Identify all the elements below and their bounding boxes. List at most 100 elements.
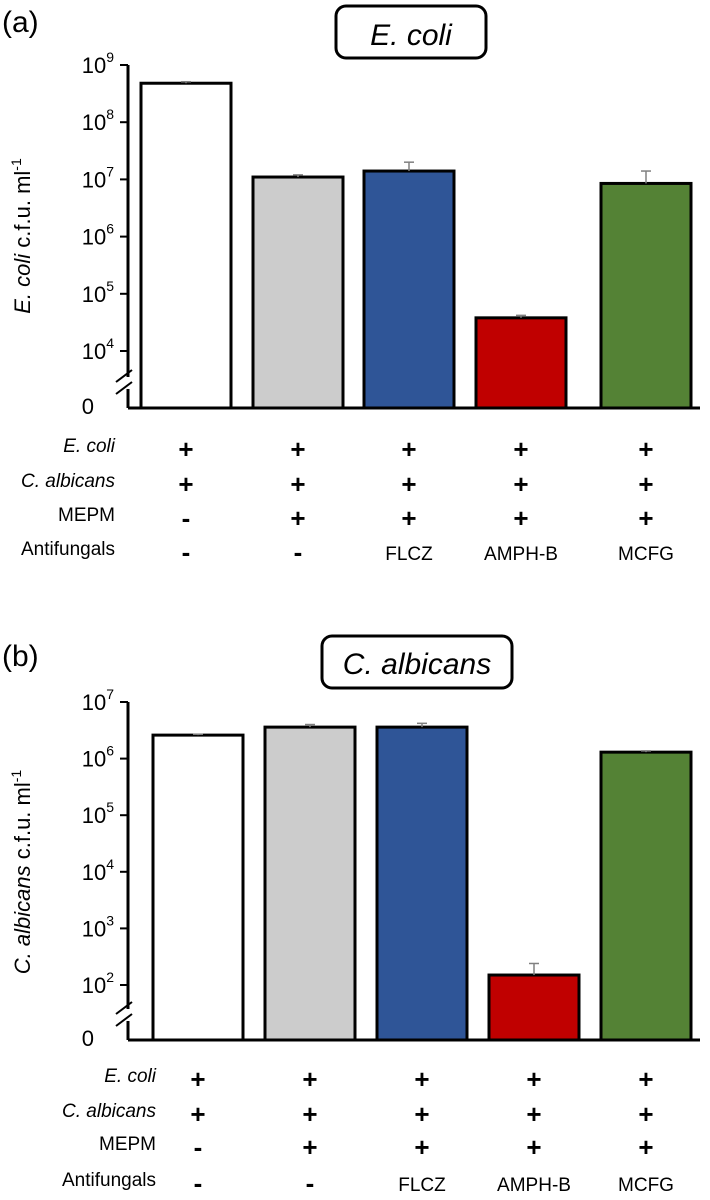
y-tick-label: 108	[82, 106, 114, 135]
bar-2	[251, 175, 345, 410]
bar-4	[487, 973, 581, 1042]
y-tick-zero: 0	[82, 1026, 94, 1051]
minus-sign: -	[294, 537, 303, 567]
plus-sign: +	[302, 1132, 317, 1162]
title-box	[334, 4, 488, 60]
y-axis-label-superscript: -1	[8, 770, 24, 783]
plus-sign: +	[290, 503, 305, 533]
minus-sign: -	[194, 1168, 203, 1198]
bar-3	[362, 169, 456, 410]
y-tick-base: 10	[82, 339, 106, 364]
plus-sign: +	[513, 434, 528, 464]
y-tick-zero: 0	[82, 394, 94, 419]
y-axis-label-unit: c.f.u. ml	[10, 782, 35, 865]
bar-5	[599, 181, 693, 410]
bar-1	[139, 81, 233, 410]
y-tick-base: 10	[82, 747, 106, 772]
y-tick-exponent: 7	[106, 686, 114, 702]
plus-sign: +	[638, 469, 653, 499]
y-tick-base: 10	[82, 53, 106, 78]
antifungal-label: MCFG	[618, 1175, 674, 1196]
condition-label: MEPM	[58, 505, 115, 526]
axis-break-mark	[115, 1013, 133, 1027]
y-axis-label-unit: c.f.u. ml	[10, 171, 35, 254]
condition-label: E. coli	[104, 1066, 157, 1087]
plus-sign: +	[526, 1064, 541, 1094]
antifungal-label: AMPH-B	[497, 1175, 571, 1196]
plus-sign: +	[302, 1099, 317, 1129]
plus-sign: +	[414, 1099, 429, 1129]
panel-label: (b)	[2, 640, 39, 673]
minus-sign: -	[194, 1132, 203, 1162]
y-tick-base: 10	[82, 973, 106, 998]
y-tick-exponent: 5	[106, 278, 114, 294]
minus-sign: -	[182, 503, 191, 533]
condition-label: C. albicans	[21, 471, 115, 492]
y-tick-exponent: 2	[106, 969, 114, 985]
y-tick-exponent: 7	[106, 163, 114, 179]
plus-sign: +	[638, 503, 653, 533]
axis-break-mark	[115, 381, 133, 395]
plus-sign: +	[638, 434, 653, 464]
antifungal-label: FLCZ	[398, 1175, 446, 1196]
plus-sign: +	[178, 469, 193, 499]
title-box	[320, 634, 514, 690]
condition-label: C. albicans	[62, 1101, 156, 1122]
y-axis-label-italic: C. albicans	[10, 865, 35, 974]
y-tick-base: 10	[82, 282, 106, 307]
plus-sign: +	[638, 1064, 653, 1094]
plus-sign: +	[190, 1099, 205, 1129]
plus-sign: +	[638, 1099, 653, 1129]
y-tick-exponent: 6	[106, 221, 114, 237]
axis-break-mark	[115, 369, 133, 383]
y-tick-label: 103	[82, 912, 114, 941]
y-tick-label: 106	[82, 221, 114, 250]
plus-sign: +	[302, 1064, 317, 1094]
y-axis-label: C. albicans c.f.u. ml-1	[8, 770, 35, 975]
panel-label: (a)	[2, 6, 39, 39]
y-tick-base: 10	[82, 690, 106, 715]
plus-sign: +	[526, 1099, 541, 1129]
chart-title: E. coli	[370, 19, 453, 52]
y-tick-label: 104	[82, 335, 114, 364]
plus-sign: +	[290, 434, 305, 464]
y-tick-label: 104	[82, 856, 114, 885]
y-tick-exponent: 6	[106, 743, 114, 759]
plus-sign: +	[190, 1064, 205, 1094]
y-tick-label: 106	[82, 743, 114, 772]
y-tick-label: 107	[82, 163, 114, 192]
y-tick-exponent: 5	[106, 799, 114, 815]
y-tick-exponent: 4	[106, 335, 114, 351]
plus-sign: +	[178, 434, 193, 464]
y-tick-exponent: 4	[106, 856, 114, 872]
y-axis-label: E. coli c.f.u. ml-1	[8, 158, 35, 314]
antifungal-label: FLCZ	[385, 544, 433, 565]
condition-label: E. coli	[63, 436, 116, 457]
y-tick-label: 102	[82, 969, 114, 998]
bar-3	[375, 725, 469, 1042]
y-tick-base: 10	[82, 916, 106, 941]
y-tick-exponent: 9	[106, 49, 114, 65]
condition-label: MEPM	[99, 1134, 156, 1155]
plus-sign: +	[526, 1132, 541, 1162]
y-tick-base: 10	[82, 167, 106, 192]
chart-title: C. albicans	[343, 648, 491, 681]
plus-sign: +	[401, 434, 416, 464]
y-tick-base: 10	[82, 110, 106, 135]
plus-sign: +	[638, 1132, 653, 1162]
plus-sign: +	[401, 503, 416, 533]
y-tick-base: 10	[82, 225, 106, 250]
y-tick-label: 105	[82, 799, 114, 828]
plus-sign: +	[513, 503, 528, 533]
plus-sign: +	[401, 469, 416, 499]
plus-sign: +	[513, 469, 528, 499]
plus-sign: +	[414, 1132, 429, 1162]
bar-1	[151, 733, 245, 1042]
y-tick-base: 10	[82, 860, 106, 885]
y-tick-label: 107	[82, 686, 114, 715]
condition-label: Antifungals	[21, 539, 115, 560]
bar-2	[263, 725, 357, 1042]
antifungal-label: AMPH-B	[484, 544, 558, 565]
y-tick-exponent: 8	[106, 106, 114, 122]
